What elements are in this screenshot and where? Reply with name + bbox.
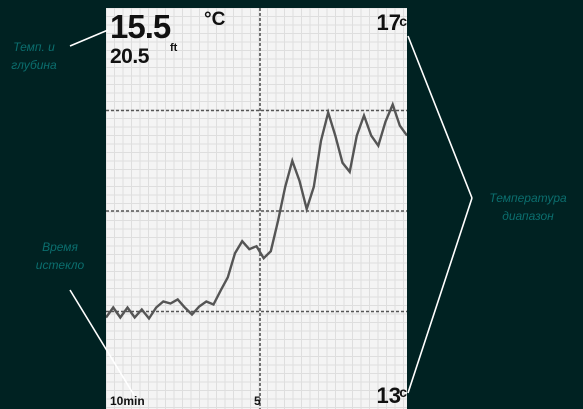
time-axis-start-label: 10min — [110, 394, 145, 408]
depth-unit: ft — [170, 42, 178, 54]
temp-range-max: 17 — [376, 10, 401, 35]
sonar-temp-graph-screen: 15.5 °C 20.5 ft 17 c 13 c 10min 5 — [106, 8, 407, 409]
callout-temp-depth-line1: Темп. и — [13, 40, 55, 54]
callout-temp-range-line1: Температура — [489, 191, 567, 205]
leader-temp-depth — [69, 29, 109, 47]
temperature-series-line — [106, 101, 407, 321]
water-temperature-readout: 15.5 — [110, 8, 171, 45]
depth-readout: 20.5 — [110, 45, 149, 68]
callout-elapsed-time: Время истекло — [24, 238, 96, 274]
temperature-trace — [106, 101, 407, 321]
temperature-unit: °C — [204, 9, 226, 30]
callout-elapsed-line2: истекло — [35, 258, 85, 272]
graph-grid — [106, 8, 407, 409]
callout-temp-range-line2: диапазон — [502, 209, 554, 223]
leader-elapsed — [69, 289, 135, 396]
temp-range-min-unit: c — [399, 384, 407, 400]
temp-range-min: 13 — [376, 383, 401, 408]
callout-temp-depth-line2: глубина — [11, 58, 57, 72]
callout-temp-range: Температура диапазон — [474, 189, 582, 225]
temp-range-max-unit: c — [399, 13, 407, 29]
time-axis-mid-label: 5 — [254, 394, 261, 408]
leader-range-bottom — [407, 197, 473, 394]
leader-range-top — [407, 35, 473, 199]
callout-temp-depth: Темп. и глубина — [4, 38, 64, 74]
callout-elapsed-line1: Время — [42, 240, 78, 254]
